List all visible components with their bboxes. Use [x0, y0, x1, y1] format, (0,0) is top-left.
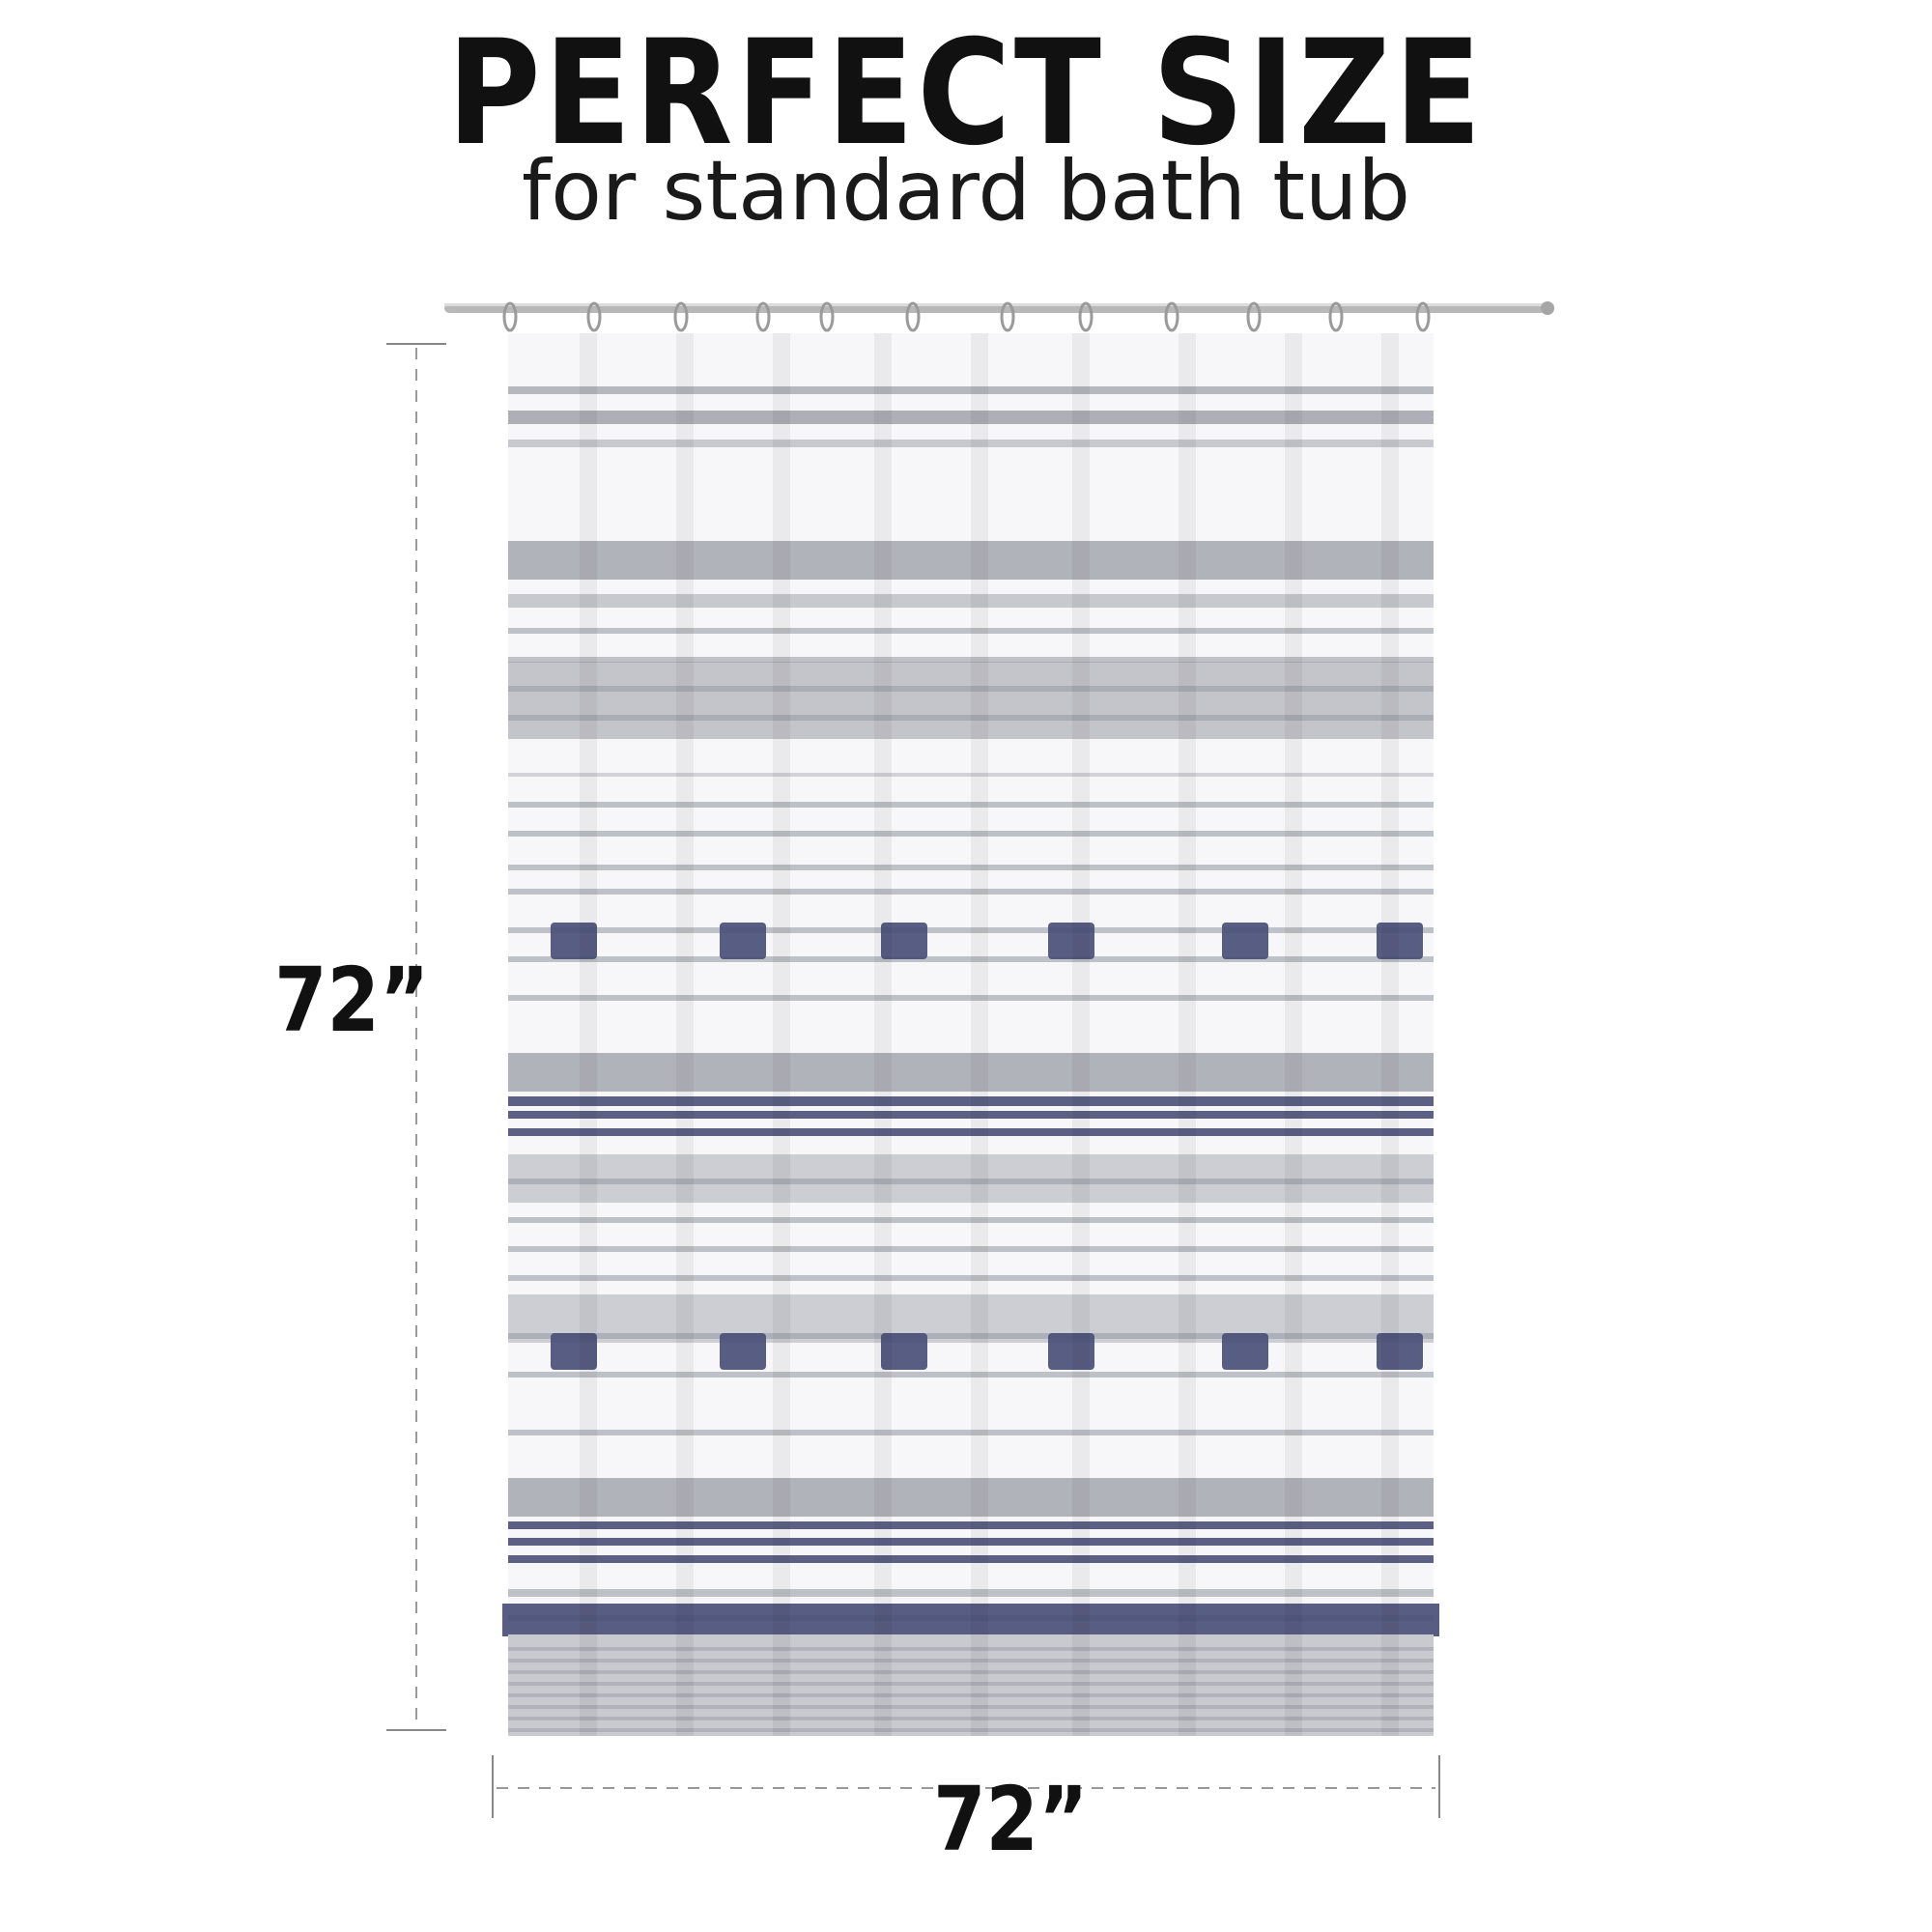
- tassel: [720, 1333, 766, 1370]
- tassel: [881, 1333, 927, 1370]
- tassel: [1048, 923, 1094, 959]
- subheadline: for standard bath tub: [521, 143, 1411, 240]
- hook: [1415, 301, 1431, 332]
- height-label: 72”: [274, 949, 430, 1052]
- curtain-hooks: [502, 301, 1431, 332]
- height-dimension-line: [386, 343, 446, 1731]
- hook: [1000, 301, 1015, 332]
- hook: [673, 301, 689, 332]
- hook: [1328, 301, 1344, 332]
- width-label: 72”: [933, 1768, 1089, 1871]
- shower-rod: [444, 301, 1554, 315]
- tassel: [1222, 1333, 1268, 1370]
- shower-curtain: [502, 333, 1439, 1736]
- tassel: [551, 923, 597, 959]
- tassel: [1222, 923, 1268, 959]
- tassel: [881, 923, 927, 959]
- width-dimension-line: [492, 1755, 1440, 1818]
- headline: PERFECT SIZE: [446, 10, 1486, 178]
- hook: [819, 301, 835, 332]
- tassel: [1377, 1333, 1423, 1370]
- hook: [905, 301, 921, 332]
- hook: [586, 301, 602, 332]
- hook: [1164, 301, 1179, 332]
- tassel: [551, 1333, 597, 1370]
- hook: [1246, 301, 1262, 332]
- hook: [755, 301, 771, 332]
- hook: [1078, 301, 1094, 332]
- tassel: [720, 923, 766, 959]
- tassel: [1377, 923, 1423, 959]
- tassel: [1048, 1333, 1094, 1370]
- hook: [502, 301, 518, 332]
